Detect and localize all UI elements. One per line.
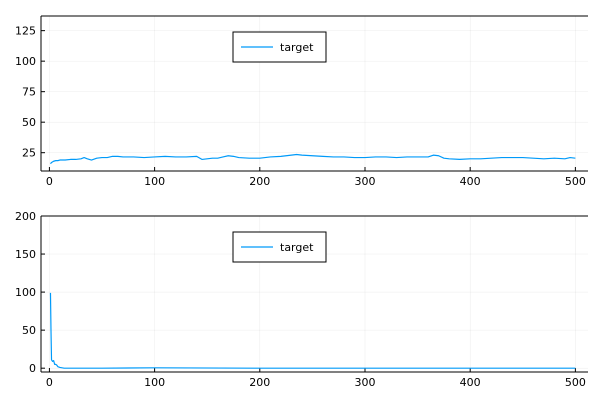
y-tick-label: 100 — [15, 286, 36, 299]
x-tick-label: 400 — [460, 175, 481, 188]
legend: target — [232, 31, 327, 63]
x-tick-label: 0 — [46, 376, 53, 389]
x-tick-label: 300 — [354, 376, 375, 389]
x-tick-label: 500 — [565, 376, 586, 389]
x-tick-label: 300 — [354, 175, 375, 188]
y-tick-label: 75 — [22, 86, 36, 99]
series-line-target — [49, 292, 576, 369]
x-tick-label: 500 — [565, 175, 586, 188]
legend-label: target — [280, 241, 314, 254]
series-line-target — [50, 153, 576, 165]
x-tick-label: 100 — [144, 376, 165, 389]
x-tick-label: 0 — [46, 175, 53, 188]
x-tick-label: 200 — [249, 376, 270, 389]
y-tick-label: 200 — [15, 210, 36, 223]
y-tick-label: 150 — [15, 248, 36, 261]
x-tick-label: 200 — [249, 175, 270, 188]
x-tick-label: 400 — [460, 376, 481, 389]
legend: target — [232, 231, 327, 263]
y-tick-label: 50 — [22, 116, 36, 129]
x-tick-label: 100 — [144, 175, 165, 188]
subplot-1: 0 100 200 300 400 500 25 50 75 100 125 target — [15, 15, 588, 188]
subplot-2: 0 100 200 300 400 500 0 50 100 150 200 target — [15, 210, 588, 389]
y-tick-label: 50 — [22, 324, 36, 337]
y-tick-label: 125 — [15, 25, 36, 38]
y-tick-label: 0 — [29, 362, 36, 375]
legend-label: target — [280, 41, 314, 54]
y-tick-label: 100 — [15, 55, 36, 68]
y-tick-label: 25 — [22, 147, 36, 160]
